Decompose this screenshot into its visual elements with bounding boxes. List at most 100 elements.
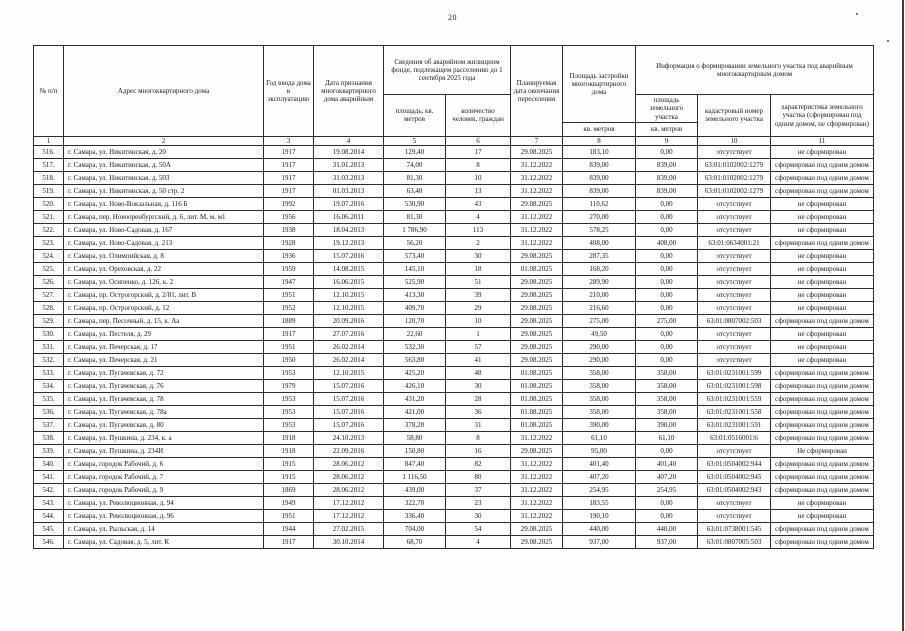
scan-edge-line <box>902 0 904 631</box>
table-cell: г. Самара, ул. Ново-Садовая, д. 213 <box>63 236 264 250</box>
column-number-cell: 2 <box>63 135 264 147</box>
table-cell: 290,00 <box>562 353 636 367</box>
table-row: 541. г. Самара, городок Рабочий, д. 7 1915… <box>33 470 874 484</box>
table-cell: 421,00 <box>383 405 446 419</box>
table-cell: 530,90 <box>383 197 446 211</box>
table-cell: 544. <box>33 509 64 523</box>
table-cell: 31.12.2022 <box>510 431 563 445</box>
table-cell: 36 <box>445 405 511 419</box>
table-cell: г. Самара, ул. Рыльская, д. 14 <box>63 522 264 536</box>
table-cell: г. Самара, ул. Революционная, д. 94 <box>63 496 264 510</box>
table-cell: 1949 <box>263 496 314 510</box>
table-cell: 1915 <box>263 470 314 484</box>
table-cell: г. Самара, ул. Пушкина, д. 234И <box>63 444 264 458</box>
table-cell: 538. <box>33 431 64 445</box>
table-cell: 12.10.2015 <box>313 288 384 302</box>
table-cell: г. Самара, ул. Ново-Вокзальная, д. 116 Б <box>63 197 264 211</box>
column-number-cell: 5 <box>383 135 446 147</box>
table-cell: 29.08.2025 <box>510 275 563 289</box>
column-number-cell: 1 <box>33 135 64 147</box>
table-row: 516. г. Самара, ул. Никитинская, д. 20 191… <box>33 145 874 159</box>
table-cell: 322,70 <box>383 496 446 510</box>
table-cell: 63:01:0231001:599 <box>697 366 771 380</box>
header-col-fund-people: количество человек, граждан <box>445 94 511 137</box>
table-cell: 29.08.2025 <box>510 288 563 302</box>
table-row: 536. г. Самара, ул. Пугачевская, д. 78а 19… <box>33 405 874 419</box>
table-cell: сформирован под одним домом <box>770 483 874 497</box>
table-cell: 29.08.2025 <box>510 249 563 263</box>
table-cell: 29.08.2025 <box>510 327 563 341</box>
table-cell: сформирован под одним домом <box>770 392 874 406</box>
table-cell: 80 <box>445 470 511 484</box>
header-col-land-group: Информация о формировании земельного уча… <box>635 45 874 95</box>
table-cell: 16 <box>445 444 511 458</box>
table-cell: 31.12.2022 <box>510 457 563 471</box>
table-cell: г. Самара, ул. Революционная, д. 96 <box>63 509 264 523</box>
table-cell: 839,00 <box>562 158 636 172</box>
table-cell: 578,25 <box>562 223 636 237</box>
table-cell: 525. <box>33 262 64 276</box>
table-cell: 526. <box>33 275 64 289</box>
table-cell: 30 <box>445 509 511 523</box>
table-row: 522. г. Самара, ул. Ново-Садовая, д. 167 1… <box>33 223 874 237</box>
table-cell: сформирован под одним домом <box>770 158 874 172</box>
table-cell: не сформирован <box>770 327 874 341</box>
table-cell: 56,20 <box>383 236 446 250</box>
table-cell: не сформирован <box>770 210 874 224</box>
table-cell: 0,00 <box>635 509 698 523</box>
table-cell: 516. <box>33 145 64 159</box>
table-cell: г. Самара, ул. Осипенко, д. 126, к. 2 <box>63 275 264 289</box>
table-cell: 31.12.2022 <box>510 184 563 198</box>
header-col-resettle-date: Планируемая дата окончания переселения <box>510 45 563 137</box>
table-cell: 81,30 <box>383 171 446 185</box>
table-cell: 63:01:0102002:1279 <box>697 184 771 198</box>
table-cell: отсутствует <box>697 210 771 224</box>
table-cell: не сформирован <box>770 249 874 263</box>
table-cell: 28 <box>445 392 511 406</box>
table-cell: 31.12.2022 <box>510 223 563 237</box>
header-col-year: Год ввода дома в эксплуатацию <box>263 45 314 137</box>
table-cell: 37 <box>445 483 511 497</box>
table-cell: 19.08.2014 <box>313 145 384 159</box>
table-cell: 216,60 <box>562 301 636 315</box>
table-cell: 520. <box>33 197 64 211</box>
table-row: 520. г. Самара, ул. Ново-Вокзальная, д. 1… <box>33 197 874 211</box>
table-cell: г. Самара, ул. Пугачевская, д. 80 <box>63 418 264 432</box>
table-cell: 358,00 <box>635 366 698 380</box>
table-cell: 15.07.2016 <box>313 249 384 263</box>
table-cell: 63:01:0102002:1279 <box>697 158 771 172</box>
table-cell: 529. <box>33 314 64 328</box>
table-cell: 16.06.2011 <box>313 210 384 224</box>
table-cell: 49,50 <box>562 327 636 341</box>
table-cell: г. Самара, ул. Ореховская, д. 22 <box>63 262 264 276</box>
table-cell: сформирован под одним домом <box>770 457 874 471</box>
table-cell: 63:01:0807005:503 <box>697 535 771 549</box>
table-cell: 63:01:0807002:503 <box>697 314 771 328</box>
table-cell: не сформирован <box>770 353 874 367</box>
table-cell: 532. <box>33 353 64 367</box>
table-cell: 210,00 <box>562 288 636 302</box>
table-cell: 431,20 <box>383 392 446 406</box>
table-cell: 1944 <box>263 522 314 536</box>
table-cell: 290,00 <box>562 340 636 354</box>
table-cell: 409,70 <box>383 301 446 315</box>
table-cell: 18 <box>445 262 511 276</box>
table-header: № п/п Адрес многоквартирного дома Год вв… <box>33 45 874 147</box>
table-cell: 839,00 <box>562 171 636 185</box>
table-cell: 1 <box>445 327 511 341</box>
header-col-building-area: Площадь застройки многоквартирного дома <box>562 45 636 123</box>
table-cell: 704,00 <box>383 522 446 536</box>
table-cell: 31.12.2022 <box>510 236 563 250</box>
table-cell: 358,00 <box>562 392 636 406</box>
column-number-cell: 11 <box>770 135 874 147</box>
table-cell: 1953 <box>263 418 314 432</box>
table-cell: 543. <box>33 496 64 510</box>
table-cell: отсутствует <box>697 249 771 263</box>
table-cell: 546. <box>33 535 64 549</box>
table-cell: 58,80 <box>383 431 446 445</box>
table-cell: отсутствует <box>697 301 771 315</box>
table-cell: 26.02.2014 <box>313 353 384 367</box>
table-cell: 440,00 <box>562 522 636 536</box>
table-cell: сформирован под одним домом <box>770 405 874 419</box>
table-row: 530. г. Самара, ул. Пестеля, д. 29 1917 27.… <box>33 327 874 341</box>
